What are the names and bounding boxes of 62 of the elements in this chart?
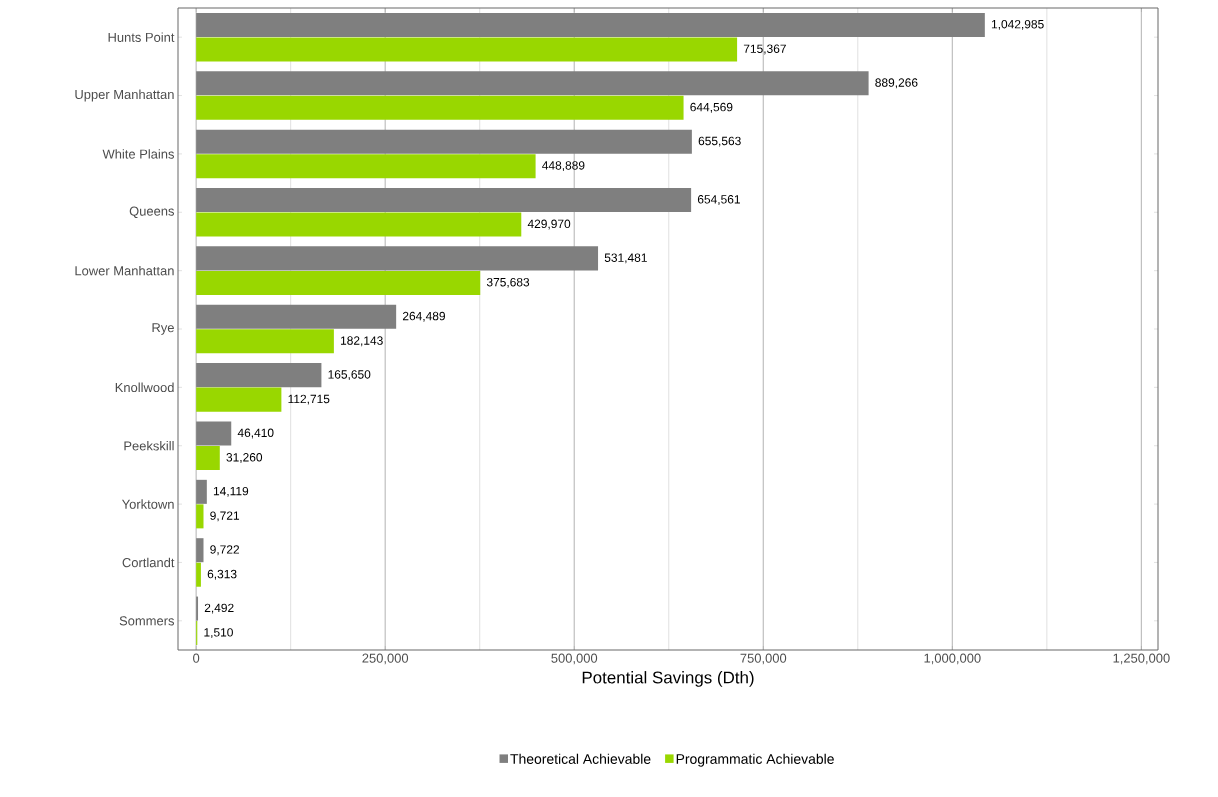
- bar: [196, 504, 204, 529]
- data-label: 14,119: [213, 486, 249, 497]
- data-label: 889,266: [875, 78, 918, 89]
- data-label: 264,489: [402, 311, 445, 322]
- y-tick-label: Rye: [152, 323, 174, 335]
- data-label: 165,650: [328, 370, 371, 381]
- data-label: 112,715: [288, 394, 330, 405]
- data-label: 655,563: [698, 136, 741, 147]
- data-label: 46,410: [237, 428, 274, 439]
- y-tick-label: Queens: [129, 206, 175, 219]
- bar: [196, 212, 522, 237]
- y-tick-label: Yorktown: [121, 499, 174, 509]
- legend-label: Theoretical Achievable: [510, 753, 651, 764]
- y-tick-label: Hunts Point: [108, 32, 175, 42]
- bar: [196, 37, 738, 62]
- bar: [196, 71, 869, 96]
- legend-label: Programmatic Achievable: [676, 753, 834, 767]
- bar: [196, 479, 207, 504]
- data-label: 6,313: [207, 569, 237, 580]
- data-label: 31,260: [226, 453, 263, 463]
- x-tick-label: 500,000: [551, 653, 598, 665]
- data-label: 182,143: [340, 336, 383, 347]
- bar: [196, 421, 232, 446]
- data-label: 1,510: [204, 628, 233, 639]
- y-tick-label: Upper Manhattan: [75, 89, 174, 102]
- y-tick-label: Sommers: [119, 616, 175, 626]
- bar: [196, 246, 599, 271]
- bar: [196, 363, 322, 388]
- bar: [196, 188, 692, 213]
- data-label: 375,683: [486, 277, 530, 288]
- data-label: 9,721: [210, 511, 240, 522]
- data-label: 429,970: [527, 219, 571, 230]
- data-label: 448,889: [542, 161, 585, 172]
- data-label: 644,569: [690, 102, 733, 113]
- data-label: 654,561: [697, 195, 740, 205]
- bar: [196, 538, 204, 563]
- x-tick-label: 0: [193, 653, 200, 663]
- x-tick-label: 750,000: [740, 653, 787, 665]
- x-tick-label: 250,000: [362, 653, 409, 665]
- y-tick-label: White Plains: [102, 149, 174, 159]
- bar: [196, 304, 397, 329]
- bar: [196, 129, 692, 154]
- bar: [196, 445, 220, 470]
- x-tick-label: 1,250,000: [1113, 653, 1170, 665]
- data-label: 2,492: [204, 603, 234, 614]
- bar: [196, 387, 282, 412]
- bar: [196, 329, 334, 354]
- y-tick-label: Cortlandt: [122, 557, 175, 568]
- data-label: 715,367: [743, 44, 786, 55]
- y-tick-label: Peekskill: [124, 440, 174, 451]
- data-label: 531,481: [604, 253, 647, 264]
- x-tick-label: 1,000,000: [924, 653, 981, 665]
- bar: [196, 270, 481, 295]
- bar: [196, 12, 985, 37]
- data-label: 9,722: [210, 545, 240, 556]
- x-axis-title: Potential Savings (Dth): [582, 671, 754, 687]
- bar: [196, 562, 201, 587]
- bar: [196, 95, 684, 120]
- data-label: 1,042,985: [991, 19, 1044, 30]
- y-tick-label: Knollwood: [115, 382, 174, 393]
- y-tick-label: Lower Manhattan: [75, 265, 174, 276]
- bar: [196, 154, 536, 179]
